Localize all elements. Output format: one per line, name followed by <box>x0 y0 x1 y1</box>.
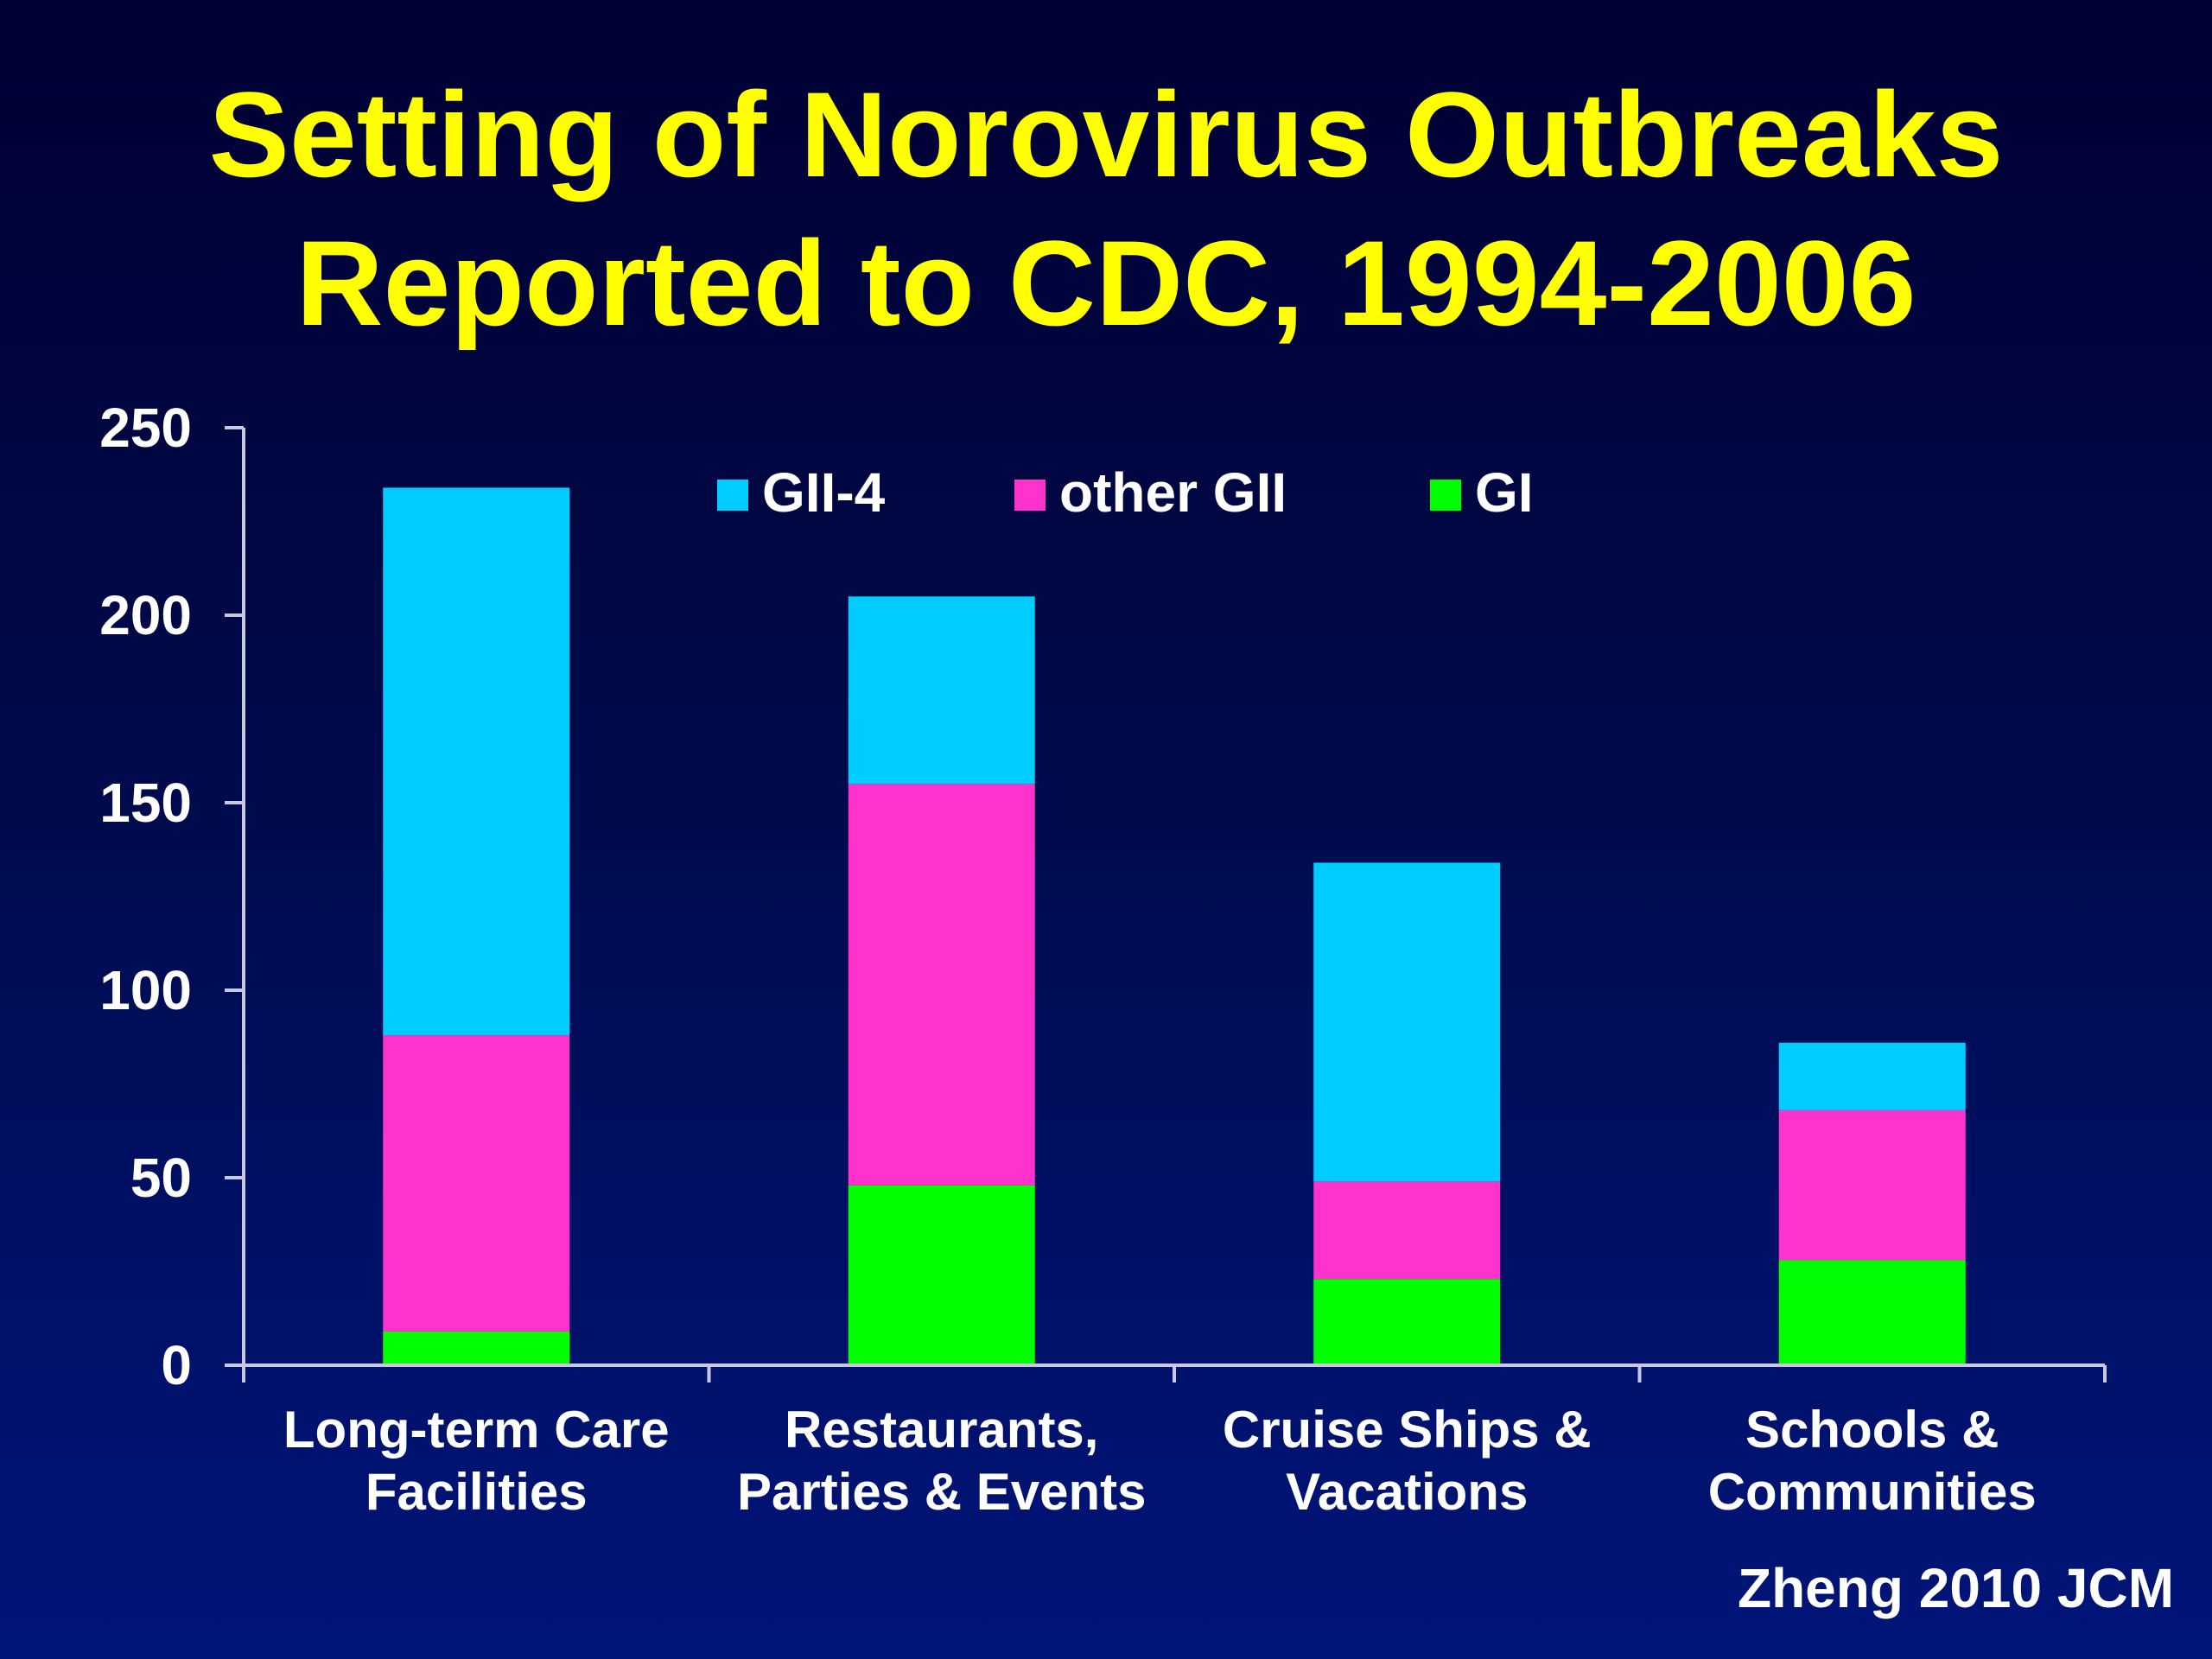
y-tick-label-250: 250 <box>99 397 192 459</box>
x-category-label-1: Restaurants, Parties & Events <box>737 1401 1147 1521</box>
x-category-label-line: Long-term Care <box>283 1401 670 1459</box>
x-category-label-line: Parties & Events <box>737 1463 1147 1521</box>
x-category-label-line: Communities <box>1708 1463 2037 1521</box>
axes-group: 0 50 100 150 200 250 Long-term Care Facilities R… <box>99 397 2107 1521</box>
legend: GII-4 other GII GI <box>717 461 1534 524</box>
bar-segment-gii-4-3 <box>1778 1042 1966 1110</box>
bar-segment-other-gii-1 <box>848 784 1035 1185</box>
bar-segment-gi-1 <box>848 1185 1035 1365</box>
legend-label-gi: GI <box>1475 461 1534 524</box>
y-tick-label-0: 0 <box>161 1334 192 1396</box>
bars-group <box>383 487 1966 1365</box>
legend-label-gii-4: GII-4 <box>762 461 886 524</box>
legend-swatch-gi <box>1430 480 1461 511</box>
legend-swatch-gii-4 <box>717 480 748 511</box>
chart-title-line-2: Reported to CDC, 1994-2006 <box>296 215 1916 351</box>
x-category-label-line: Cruise Ships & <box>1223 1401 1592 1459</box>
legend-label-other-gii: other GII <box>1059 461 1287 524</box>
x-category-label-0: Long-term Care Facilities <box>283 1401 670 1521</box>
bar-segment-gi-3 <box>1778 1260 1966 1365</box>
bar-segment-gi-0 <box>383 1331 570 1365</box>
bar-segment-gii-4-1 <box>848 596 1035 785</box>
bar-segment-gii-4-0 <box>383 487 570 1036</box>
y-tick-label-200: 200 <box>99 584 192 646</box>
y-tick-label-100: 100 <box>99 959 192 1021</box>
x-category-label-line: Vacations <box>1286 1463 1528 1521</box>
bar-segment-gii-4-2 <box>1313 862 1501 1182</box>
chart-title: Setting of Norovirus Outbreaks Reported … <box>0 60 2212 358</box>
x-category-label-3: Schools & Communities <box>1708 1401 2037 1521</box>
legend-swatch-other-gii <box>1014 480 1046 511</box>
x-category-label-2: Cruise Ships & Vacations <box>1223 1401 1592 1521</box>
bar-segment-other-gii-0 <box>383 1035 570 1332</box>
y-tick-label-150: 150 <box>99 772 192 834</box>
x-category-label-line: Restaurants, <box>785 1401 1098 1459</box>
bar-segment-other-gii-2 <box>1313 1181 1501 1280</box>
bar-segment-other-gii-3 <box>1778 1109 1966 1261</box>
bar-segment-gi-2 <box>1313 1279 1501 1365</box>
x-category-label-line: Schools & <box>1745 1401 1999 1459</box>
chart-title-line-1: Setting of Norovirus Outbreaks <box>208 67 2004 202</box>
source-citation: Zheng 2010 JCM <box>1737 1557 2174 1619</box>
y-tick-label-50: 50 <box>130 1147 192 1209</box>
x-category-label-line: Facilities <box>365 1463 588 1521</box>
